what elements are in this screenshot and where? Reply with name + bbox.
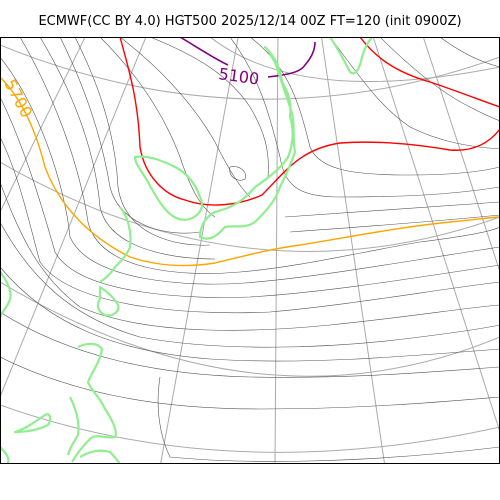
contour-5400 xyxy=(119,37,500,206)
coastline-alaska xyxy=(329,37,373,75)
coastline-hokkaido xyxy=(96,285,120,317)
meridian xyxy=(0,37,86,213)
coastline-honshu-south xyxy=(79,449,121,464)
parallel xyxy=(0,281,500,377)
coastline-okhotsk xyxy=(133,155,204,221)
coastline-kuril xyxy=(0,271,12,318)
chart-title: ECMWF(CC BY 4.0) HGT500 2025/12/14 00Z F… xyxy=(38,14,462,29)
contour-5700 xyxy=(0,76,500,267)
coastline-japan xyxy=(71,342,117,463)
coastline-kyushu xyxy=(0,446,10,464)
contour-5100 xyxy=(179,37,316,78)
coastline-sakhalin xyxy=(99,206,132,283)
meridian xyxy=(372,37,500,433)
coastlines xyxy=(0,37,373,464)
meridian xyxy=(160,37,239,464)
isoheights xyxy=(0,37,500,462)
coastline-kamchatka xyxy=(198,45,297,240)
meridian xyxy=(320,37,386,464)
graticule xyxy=(0,37,500,464)
parallel xyxy=(209,37,500,82)
parallel xyxy=(0,161,500,252)
contour-5400-east xyxy=(359,37,500,108)
parallel xyxy=(0,404,500,453)
weather-map: 5100 5700 xyxy=(0,37,500,464)
meridian xyxy=(274,37,279,464)
contour-label-5700: 5700 xyxy=(0,76,36,121)
meridian xyxy=(0,37,147,398)
coastline-shikoku xyxy=(13,413,52,434)
contour-label-5100: 5100 xyxy=(217,64,260,88)
map-frame xyxy=(0,37,500,464)
coastline-korea xyxy=(66,396,80,456)
